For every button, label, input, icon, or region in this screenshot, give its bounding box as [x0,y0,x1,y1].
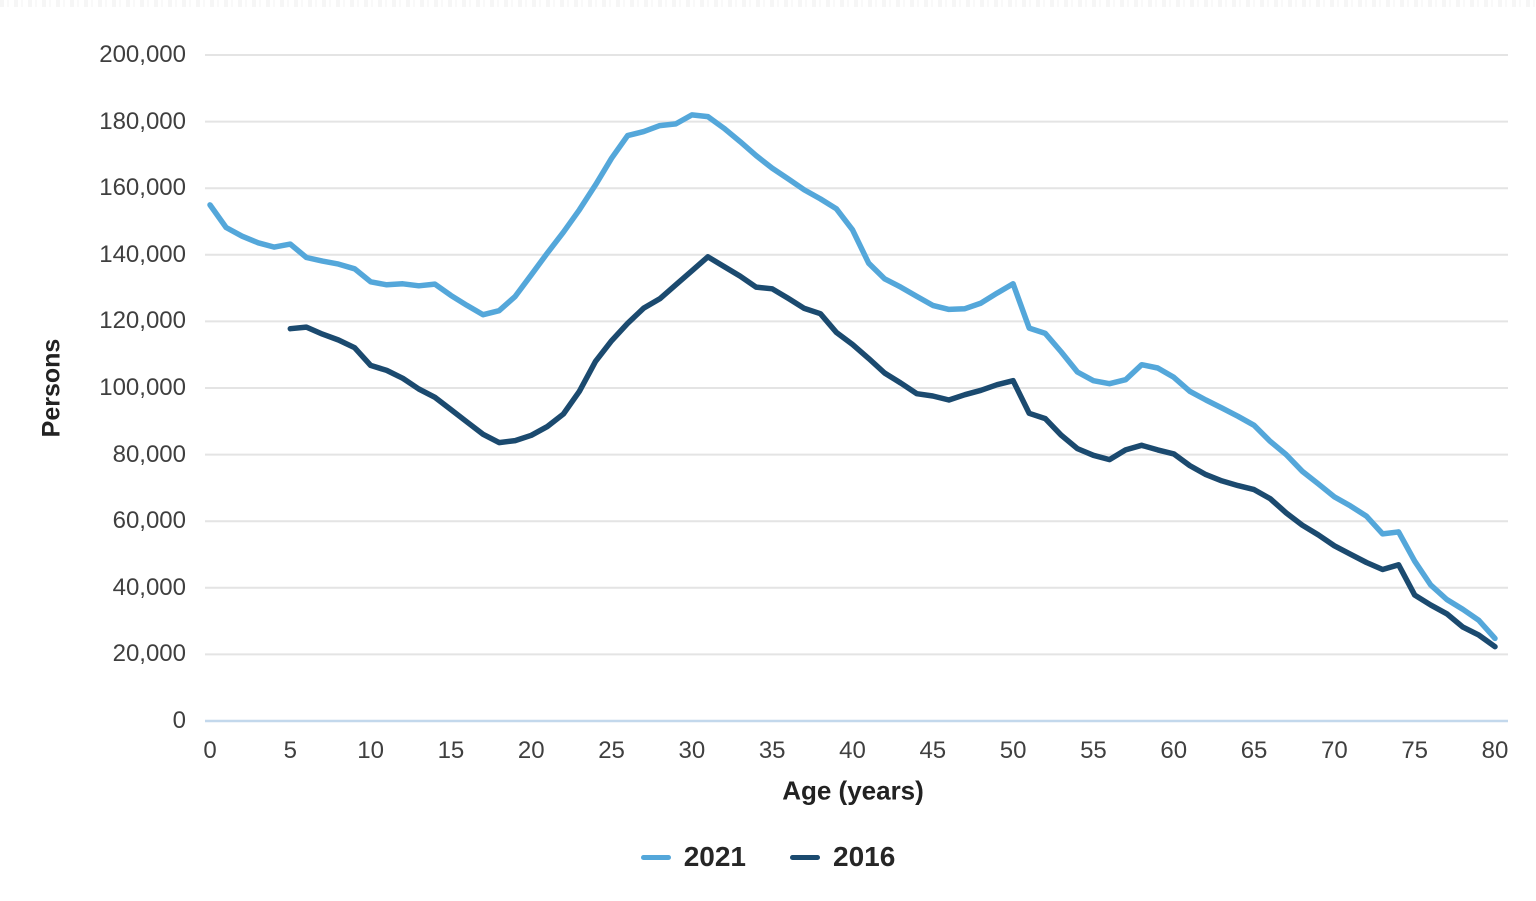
y-tick-label: 0 [172,707,186,734]
legend-item-2016: 2016 [790,843,895,871]
x-tick-label: 5 [283,737,297,764]
legend-item-2021: 2021 [640,841,746,872]
y-tick-label: 40,000 [112,573,186,601]
y-axis-title: Persons [37,338,66,438]
legend-label-2016: 2016 [833,841,896,872]
x-tick-label: 0 [203,737,217,764]
x-tick-label: 60 [1160,737,1188,764]
series-lines [207,112,1498,650]
x-tick-label: 15 [437,737,465,764]
legend-swatch-2021 [640,854,671,860]
y-tick-label: 180,000 [99,107,186,135]
x-tick-label: 30 [678,737,706,764]
y-tick-label: 100,000 [99,374,186,401]
series-line-2021 [207,112,1498,642]
x-tick-label: 70 [1321,737,1348,764]
x-tick-label: 75 [1401,737,1429,764]
legend-swatch-2016 [790,854,820,860]
y-tick-label: 160,000 [99,174,186,202]
y-tick-label: 20,000 [112,640,186,668]
x-tick-label: 45 [919,737,947,764]
x-tick-label: 35 [758,737,786,764]
legend: 2021 2016 [0,841,1536,873]
x-axis-title: Age (years) [782,775,924,806]
y-tick-label: 200,000 [99,41,186,68]
x-tick-label: 50 [999,737,1027,764]
x-tick-label: 25 [598,737,625,764]
x-tick-label: 40 [839,737,866,764]
x-tick-label: 80 [1481,737,1509,764]
x-tick-label: 65 [1240,737,1268,764]
series-line-2016 [287,254,1498,650]
gridlines [205,54,1508,723]
y-tick-label: 80,000 [112,440,186,468]
x-tick-label: 20 [517,737,545,764]
legend-label-2021: 2021 [683,841,746,872]
x-tick-label: 10 [357,737,384,764]
y-tick-label: 140,000 [99,240,186,268]
y-tick-label: 60,000 [112,507,186,535]
x-tick-label: 55 [1080,737,1107,764]
cropped-content-artifact [0,0,1536,7]
y-tick-label: 120,000 [99,307,186,335]
